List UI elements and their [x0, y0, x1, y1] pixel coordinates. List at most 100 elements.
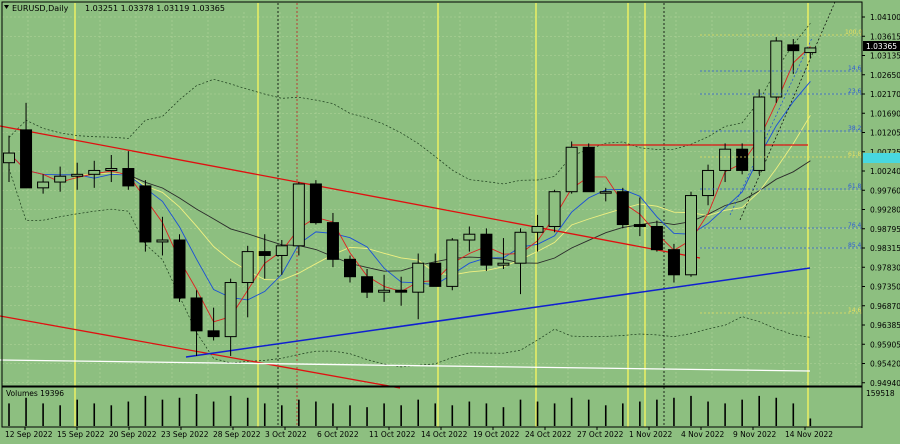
volume-panel — [8, 394, 812, 426]
candle-body — [378, 289, 391, 293]
price-tick-label: 0.95905 — [870, 340, 900, 349]
candle-body — [344, 258, 356, 278]
downtrend-line — [0, 125, 701, 259]
candle-body — [429, 262, 442, 287]
uptrend-line — [185, 267, 811, 358]
fibonacci-levels: 100.0 14.6 23.6 38.2 61.8 76.4 85.4 14.6 61.8 — [700, 29, 862, 314]
candle-body — [446, 239, 459, 287]
fib-level-label: 61.8 — [848, 151, 862, 158]
candle-body — [719, 148, 732, 171]
candle-body — [599, 191, 612, 194]
candle-body — [685, 195, 697, 276]
candle-body — [71, 173, 84, 177]
time-tick-label: 12 Sep 2022 — [5, 430, 53, 439]
time-tick-label: 15 Sep 2022 — [57, 430, 105, 439]
price-tick-label: 0.96870 — [870, 302, 900, 311]
time-tick-label: 9 Nov 2022 — [733, 430, 776, 439]
chart-menu-icon[interactable] — [4, 5, 9, 9]
time-tick-label: 19 Oct 2022 — [473, 430, 520, 439]
candle-body — [190, 297, 203, 332]
price-tick-label: 1.03615 — [870, 32, 900, 41]
fib-level-label: 100.0 — [845, 29, 862, 36]
fib-level-label: 14.6 — [848, 65, 862, 72]
highlight-price-box — [863, 153, 900, 163]
candle-body — [122, 168, 135, 187]
candle-body — [514, 231, 527, 264]
price-tick-label: 0.95420 — [870, 360, 900, 369]
symbol-label: EURUSD,Daily — [12, 4, 69, 13]
candle-body — [309, 183, 322, 224]
price-tick-label: 0.98315 — [870, 244, 900, 253]
time-axis: 12 Sep 2022 15 Sep 2022 20 Sep 2022 23 Sep … — [5, 427, 833, 439]
ohlc-readout: 1.03251 1.03378 1.03119 1.03365 — [85, 4, 225, 13]
time-tick-label: 14 Oct 2022 — [421, 430, 468, 439]
candle-body — [224, 282, 237, 338]
time-tick-label: 24 Oct 2022 — [525, 430, 572, 439]
time-tick-label: 23 Sep 2022 — [161, 430, 209, 439]
fib-level-label: 76.4 — [848, 222, 862, 229]
fib-level-label: 85.4 — [848, 242, 862, 249]
candle-body — [173, 239, 186, 299]
candle-body — [531, 225, 544, 233]
fib-level-label: 23.6 — [848, 88, 862, 95]
price-tick-label: 1.02170 — [870, 90, 900, 99]
price-tick-label: 1.04100 — [870, 13, 900, 22]
time-tick-label: 1 Nov 2022 — [629, 430, 672, 439]
time-tick-label: 27 Oct 2022 — [577, 430, 624, 439]
price-axis: 1.04100 1.03615 1.03135 1.02650 1.02170 1.016… — [862, 13, 900, 388]
candle-body — [88, 169, 101, 175]
candle-body — [361, 276, 374, 293]
price-tick-label: 0.96385 — [870, 321, 900, 330]
candle-body — [258, 251, 271, 256]
candle-body — [480, 233, 493, 266]
support-line — [0, 359, 811, 372]
candle-body — [207, 330, 220, 338]
channel-line — [0, 315, 401, 389]
ma-yellow — [8, 115, 811, 281]
time-tick-label: 6 Oct 2022 — [317, 430, 359, 439]
candle-body — [412, 262, 425, 293]
price-tick-label: 0.98795 — [870, 225, 900, 234]
time-tick-label: 14 Nov 2022 — [785, 430, 833, 439]
candle-body — [804, 47, 817, 54]
candle-body — [616, 191, 629, 226]
price-tick-label: 1.00240 — [870, 167, 900, 176]
candle-body — [582, 146, 595, 193]
candle-body — [105, 168, 118, 171]
price-tick-label: 0.94940 — [870, 379, 900, 388]
price-tick-label: 1.01690 — [870, 109, 900, 118]
candle-body — [275, 245, 288, 256]
price-tick-label: 1.03135 — [870, 52, 900, 61]
price-tick-label: 1.00725 — [870, 148, 900, 157]
candle-body — [497, 262, 510, 266]
current-price-box — [863, 41, 900, 51]
candle-body — [326, 222, 339, 260]
candle-body — [156, 239, 169, 243]
candle-body — [650, 225, 663, 251]
candle-body — [241, 251, 254, 284]
candle-body — [753, 96, 766, 171]
candle-body — [565, 146, 578, 193]
price-tick-label: 0.97830 — [870, 263, 900, 272]
candle-body — [667, 249, 680, 276]
candle-body — [702, 169, 715, 197]
time-tick-label: 4 Nov 2022 — [681, 430, 724, 439]
current-price-label: 1.03365 — [866, 42, 897, 51]
candles — [3, 37, 817, 356]
price-tick-label: 0.99760 — [870, 186, 900, 195]
candle-body — [770, 40, 783, 98]
fib-level-label: 38.2 — [848, 125, 862, 132]
grid-layer — [2, 12, 862, 386]
candle-body — [3, 152, 15, 164]
candle-body — [463, 233, 476, 241]
volume-title: Volumes 19396 — [6, 389, 64, 398]
candle-body — [787, 44, 800, 52]
candle-body — [548, 191, 561, 227]
fib-level-label: 14.6 — [848, 307, 862, 314]
candle-body — [292, 183, 305, 247]
time-tick-label: 28 Sep 2022 — [213, 430, 261, 439]
candle-body — [633, 224, 646, 227]
bollinger-upper — [8, 23, 811, 185]
